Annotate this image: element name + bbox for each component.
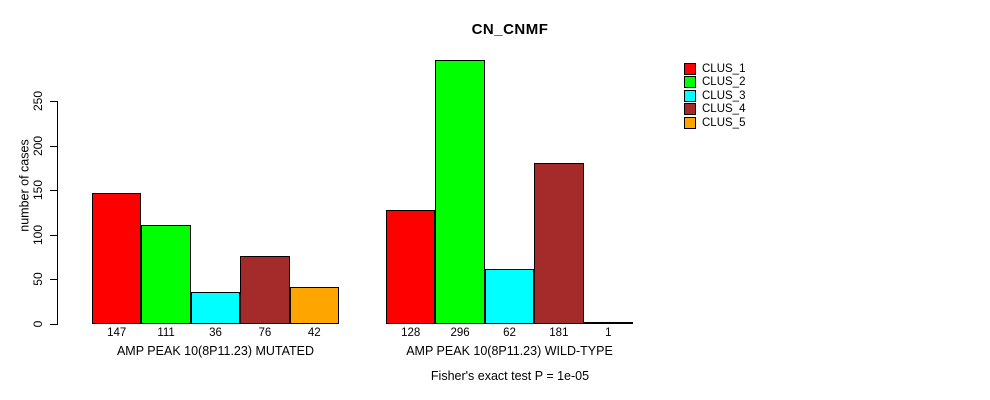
bar-value-label: 76 (258, 327, 272, 339)
bar-clus_3 (484, 268, 535, 324)
legend-item: CLUS_3 (684, 89, 774, 102)
bar-value-label: 42 (307, 327, 321, 339)
x-group-label-wild-type: AMP PEAK 10(8P11.23) WILD-TYPE (406, 344, 613, 358)
legend-item: CLUS_1 (684, 63, 774, 75)
y-tick-label: 50 (31, 272, 45, 287)
y-axis-tick (50, 279, 57, 281)
y-tick-label: 200 (31, 135, 45, 156)
y-axis-tick (50, 234, 57, 236)
y-axis-line (57, 101, 58, 325)
bar-clus_4 (534, 162, 584, 324)
legend-item: CLUS_4 (684, 103, 774, 116)
bar-value-label: 296 (450, 327, 470, 339)
chart-title: CN_CNMF (471, 21, 549, 38)
legend-swatch-clus_4 (684, 103, 696, 116)
y-tick-label: 0 (31, 320, 45, 328)
bar-clus_4 (240, 256, 290, 324)
y-axis-tick (50, 324, 57, 325)
y-tick-label: 250 (31, 90, 45, 112)
legend-swatch-clus_3 (684, 89, 696, 102)
bar-clus_5 (289, 286, 339, 324)
bar-clus_1 (92, 192, 142, 324)
bar-value-label: 36 (209, 327, 222, 339)
bar-clus_1 (386, 209, 436, 324)
bar-clus_2 (435, 59, 485, 324)
y-axis-label: number of cases (17, 139, 32, 232)
bar-clus_3 (190, 291, 241, 324)
legend-item: CLUS_5 (684, 116, 774, 129)
legend-label: CLUS_3 (702, 89, 746, 102)
legend-swatch-clus_1 (684, 63, 696, 75)
bar-value-label: 111 (157, 327, 175, 339)
legend-swatch-clus_5 (684, 116, 696, 129)
legend-label: CLUS_1 (702, 63, 746, 75)
fisher-test-annotation: Fisher's exact test P = 1e-05 (430, 369, 590, 383)
bar-value-label: 62 (503, 327, 516, 339)
legend-label: CLUS_2 (702, 76, 746, 89)
y-axis-tick (50, 190, 57, 192)
legend-label: CLUS_4 (702, 103, 746, 116)
y-axis-tick (50, 145, 57, 147)
bar-clus_2 (141, 224, 191, 324)
y-tick-label: 100 (31, 224, 45, 245)
bar-value-label: 181 (549, 327, 569, 339)
bar-value-label: 1 (605, 327, 612, 339)
bar-clus_5 (583, 322, 633, 324)
legend-swatch-clus_2 (684, 76, 696, 89)
bar-value-label: 147 (107, 327, 127, 339)
x-group-label-mutated: AMP PEAK 10(8P11.23) MUTATED (116, 344, 315, 358)
bar-value-label: 128 (401, 327, 421, 339)
y-tick-label: 150 (31, 180, 45, 201)
legend-label: CLUS_5 (702, 116, 746, 129)
y-axis-tick (50, 101, 57, 102)
legend-item: CLUS_2 (684, 76, 774, 89)
